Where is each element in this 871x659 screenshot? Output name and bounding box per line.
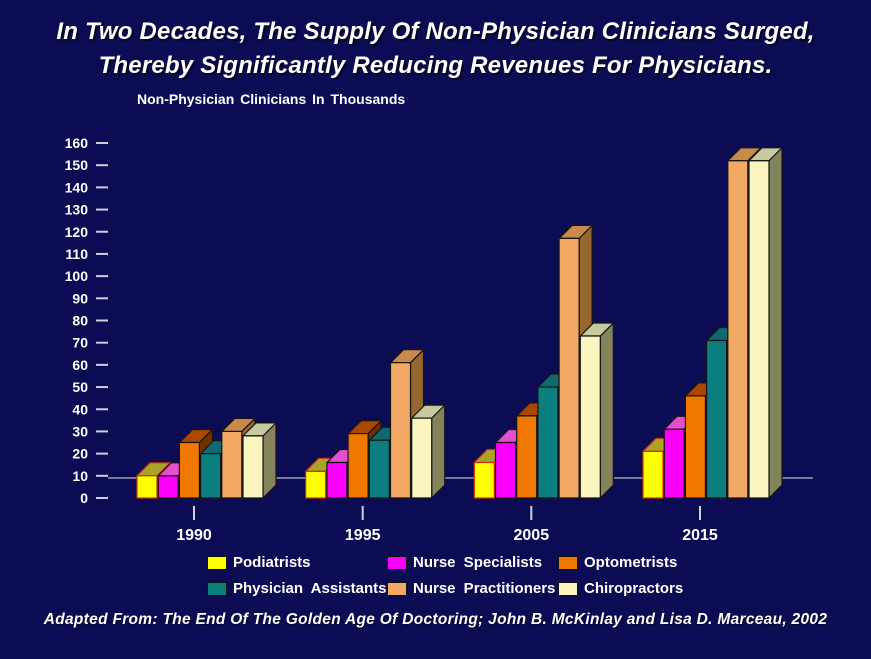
bar-front-face [305, 470, 327, 499]
bar-front-face [705, 339, 728, 499]
y-tick-label-40: 40 [72, 401, 88, 417]
legend-label: Physician Assistants [233, 580, 387, 597]
y-tick-label-150: 150 [65, 157, 89, 173]
bar-front-face [579, 335, 601, 499]
legend-item-optometrists: Optometrists [558, 554, 677, 571]
legend-label: Nurse Specialists [413, 554, 543, 571]
x-label-2015: 2015 [682, 527, 718, 544]
y-tick-label-0: 0 [80, 490, 88, 506]
y-tick-label-130: 130 [65, 202, 89, 218]
bar-front-face [389, 362, 412, 499]
x-label-1995: 1995 [345, 527, 381, 544]
y-tick-label-70: 70 [72, 335, 88, 351]
y-tick-label-50: 50 [72, 379, 88, 395]
legend-label: Podiatrists [233, 554, 311, 571]
legend-item-podiatrists: Podiatrists [207, 554, 311, 571]
title-line-1: In Two Decades, The Supply Of Non-Physic… [56, 18, 815, 45]
x-label-2005: 2005 [514, 527, 550, 544]
bar-front-face [516, 415, 538, 499]
y-tick-label-30: 30 [72, 423, 88, 439]
legend-swatch-nurse-practitioners [387, 581, 407, 596]
bar-front-face [242, 435, 264, 499]
y-tick-label-90: 90 [72, 290, 88, 306]
bar-group-1990 [136, 417, 277, 499]
bar-front-face [473, 461, 495, 499]
legend-item-physician-assistants: Physician Assistants [207, 580, 387, 597]
bar-chiropractors-1990 [242, 422, 277, 499]
chart-subtitle: Non-Physician Clinicians In Thousands [137, 91, 406, 107]
y-tick-label-110: 110 [65, 246, 88, 262]
legend-swatch-nurse-specialists [387, 555, 407, 570]
bar-side-face [431, 404, 446, 499]
bar-group-2015 [642, 147, 783, 499]
legend-swatch-physician-assistants [207, 581, 227, 596]
bar-front-face [136, 475, 158, 499]
bar-front-face [411, 417, 433, 499]
legend-label: Nurse Practitioners [413, 580, 556, 597]
bar-front-face [178, 441, 200, 499]
bar-front-face [642, 450, 664, 499]
bar-front-face [663, 428, 685, 499]
bar-front-face [157, 475, 179, 499]
legend-item-nurse-practitioners: Nurse Practitioners [387, 580, 555, 597]
legend-item-chiropractors: Chiropractors [558, 580, 683, 597]
title-line-2: Thereby Significantly Reducing Revenues … [98, 52, 773, 79]
bar-side-face [768, 147, 783, 499]
bar-front-face [558, 237, 580, 499]
bar-group-2005 [473, 224, 614, 499]
bar-chiropractors-2005 [579, 322, 614, 499]
bar-side-face [599, 322, 614, 499]
y-tick-label-80: 80 [72, 313, 88, 329]
bar-front-face [200, 453, 222, 499]
legend-label: Chiropractors [584, 580, 684, 597]
y-tick-label-160: 160 [65, 135, 89, 151]
bar-front-face [347, 433, 369, 499]
legend-swatch-chiropractors [558, 581, 578, 596]
bar-front-face [368, 439, 390, 499]
bar-front-face [494, 441, 517, 499]
y-tick-label-10: 10 [72, 468, 88, 484]
bar-front-face [727, 160, 749, 499]
y-tick-label-120: 120 [65, 224, 89, 240]
bar-chiropractors-2015 [748, 147, 783, 499]
bar-chiropractors-1995 [411, 404, 446, 499]
source-citation: Adapted From: The End Of The Golden Age … [43, 611, 828, 628]
legend-item-nurse-specialists: Nurse Specialists [387, 554, 542, 571]
slide-title: In Two Decades, The Supply Of Non-Physic… [0, 15, 871, 83]
y-tick-label-20: 20 [72, 446, 88, 462]
legend-label: Optometrists [584, 554, 678, 571]
y-tick-label-140: 140 [65, 179, 89, 195]
bar-front-face [326, 461, 348, 499]
y-axis: 0 10 20 30 40 50 60 70 80 90 100 110 120 130 140 150 160 [65, 135, 108, 506]
bar-front-face [221, 430, 243, 499]
y-tick-label-100: 100 [65, 268, 89, 284]
y-tick-label-60: 60 [72, 357, 88, 373]
bar-front-face [684, 395, 707, 499]
bar-front-face [748, 160, 770, 499]
bar-front-face [537, 386, 559, 499]
x-label-1990: 1990 [176, 527, 212, 544]
legend-swatch-podiatrists [207, 555, 227, 570]
bar-group-1995 [305, 349, 446, 499]
legend-swatch-optometrists [558, 555, 578, 570]
